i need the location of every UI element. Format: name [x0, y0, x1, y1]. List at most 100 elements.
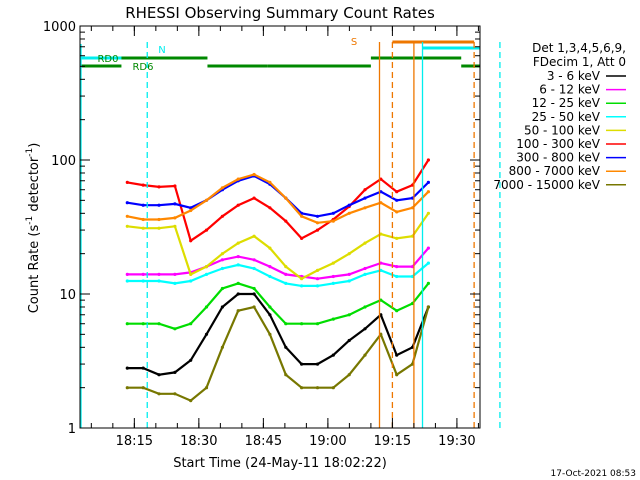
- series-group: [125, 261, 430, 288]
- series-point: [395, 210, 399, 214]
- flags-layer: RD0 RD6 N S: [80, 37, 480, 73]
- series-point: [268, 180, 272, 184]
- series-point: [300, 277, 304, 281]
- series-point: [331, 281, 335, 285]
- series-point: [252, 172, 256, 177]
- series-point: [189, 399, 193, 403]
- series-point: [189, 272, 193, 276]
- series-point: [157, 217, 161, 222]
- series-point: [363, 206, 367, 210]
- series-point: [426, 190, 430, 194]
- legend-item-label: 12 - 25 keV: [532, 96, 601, 110]
- y-axis-label-sup1: -1: [25, 216, 35, 225]
- series-point: [315, 221, 320, 225]
- series-point: [189, 208, 193, 213]
- series-point: [125, 180, 129, 184]
- series-point: [189, 206, 193, 210]
- series-point: [363, 241, 367, 245]
- series-point: [331, 261, 335, 265]
- series-point: [315, 362, 320, 366]
- series-point: [284, 219, 288, 223]
- series-point: [157, 203, 161, 207]
- series-point: [125, 279, 129, 283]
- series-point: [189, 322, 193, 326]
- legend-item-label: 6 - 12 keV: [539, 83, 601, 97]
- legend-item-label: 800 - 7000 keV: [509, 164, 601, 178]
- series-point: [189, 279, 193, 283]
- series-point: [363, 266, 367, 271]
- series-point: [125, 224, 129, 228]
- y-axis-label-main: Count Rate (s: [27, 225, 42, 314]
- series-point: [331, 353, 335, 357]
- x-tick-label: 18:15: [116, 434, 153, 449]
- series-point: [252, 196, 256, 200]
- series-group: [125, 172, 430, 225]
- series-point: [173, 370, 177, 374]
- series-point: [347, 252, 351, 256]
- series-point: [157, 392, 161, 396]
- series-point: [284, 373, 288, 377]
- series-point: [363, 272, 367, 276]
- series-point: [141, 366, 145, 370]
- series-point: [204, 272, 209, 276]
- series-point: [173, 224, 177, 228]
- series-point: [363, 327, 367, 331]
- y-axis-label-mid: detector: [27, 156, 42, 216]
- series-point: [189, 239, 193, 243]
- series-point: [236, 263, 240, 267]
- series-group: [125, 158, 430, 243]
- series-group: [125, 305, 430, 403]
- series-line: [127, 282, 430, 330]
- series-point: [141, 272, 145, 276]
- series-point: [347, 373, 351, 377]
- series-point: [125, 272, 129, 276]
- series-point: [315, 268, 320, 272]
- series-point: [284, 322, 288, 326]
- footer-date: 17-Oct-2021 08:53: [551, 469, 636, 479]
- legend-item-label: 300 - 800 keV: [516, 151, 600, 165]
- legend-header-line-2: FDecim 1, Att 0: [533, 55, 626, 69]
- series-point: [220, 345, 224, 349]
- series-point: [220, 186, 224, 190]
- series-point: [173, 202, 177, 206]
- series-point: [252, 234, 256, 238]
- series-point: [268, 265, 272, 269]
- series-line: [127, 212, 430, 280]
- legend-header-line-1: Det 1,3,4,5,6,9,: [532, 41, 626, 55]
- series-point: [300, 386, 304, 390]
- series-point: [315, 284, 320, 288]
- series-point: [395, 274, 399, 279]
- x-tick-label: 19:30: [438, 434, 475, 449]
- series-point: [300, 362, 304, 366]
- series-point: [331, 274, 335, 279]
- series-point: [252, 266, 256, 271]
- series-point: [236, 241, 240, 245]
- series-point: [220, 252, 224, 256]
- series-layer: [125, 158, 430, 403]
- series-point: [125, 214, 129, 218]
- series-point: [157, 185, 161, 189]
- series-point: [395, 190, 399, 194]
- series-point: [252, 292, 256, 296]
- series-point: [395, 236, 399, 240]
- series-point: [173, 184, 177, 188]
- series-point: [236, 177, 240, 181]
- x-tick-label: 18:45: [245, 434, 282, 449]
- series-point: [426, 211, 430, 215]
- series-point: [426, 246, 430, 250]
- series-point: [220, 214, 224, 218]
- series-line: [127, 159, 430, 243]
- series-point: [173, 392, 177, 396]
- series-point: [395, 373, 399, 377]
- series-point: [300, 236, 304, 240]
- x-tick-label: 18:30: [180, 434, 217, 449]
- series-point: [220, 305, 224, 309]
- series-point: [125, 201, 129, 205]
- series-point: [347, 338, 351, 343]
- series-point: [157, 226, 161, 230]
- y-axis: 1 10 100 1000: [43, 20, 480, 437]
- flag-label: S: [351, 37, 357, 48]
- series-point: [204, 332, 209, 336]
